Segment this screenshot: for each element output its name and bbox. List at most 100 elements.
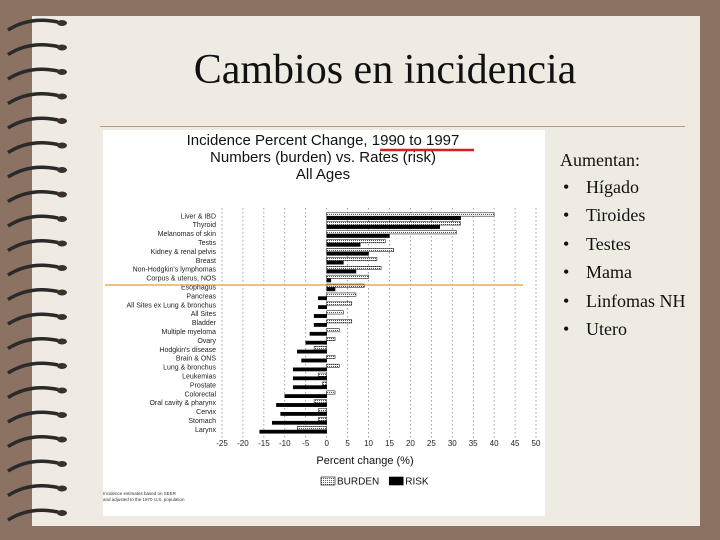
ring	[7, 43, 59, 56]
ring-hole	[57, 363, 67, 369]
bar	[326, 390, 336, 395]
y-tick-label: Kidney & renal pelvis	[151, 249, 217, 256]
bar	[318, 296, 327, 301]
ring-hole	[57, 338, 67, 345]
list-item-text: Mama	[586, 262, 632, 282]
ring-hole	[57, 314, 67, 320]
ring-hole	[57, 44, 67, 51]
bar	[326, 266, 382, 270]
bar	[297, 426, 327, 431]
ring-hole	[57, 289, 67, 296]
chart: Incidence Percent Change, 1990 to 1997 N…	[103, 130, 545, 516]
bullet: •	[563, 205, 570, 225]
x-tick-label: 25	[427, 439, 436, 448]
footnote: Incidence estimates based on SEER	[103, 491, 177, 496]
x-tick-label: -15	[258, 439, 270, 448]
bar	[322, 381, 327, 386]
x-tick-label: 35	[469, 439, 478, 448]
y-tick-label: Ovary	[197, 338, 216, 345]
ring	[7, 435, 59, 448]
bullet: •	[563, 290, 570, 311]
ring	[7, 484, 59, 497]
list-item: • Utero	[560, 317, 710, 341]
list-item: • Hígado	[560, 175, 710, 199]
ring	[7, 337, 59, 350]
ring	[7, 263, 59, 277]
bar	[318, 417, 327, 422]
y-tick-label: Non-Hodgkin's lymphomas	[133, 267, 217, 274]
bar	[326, 251, 369, 256]
ring	[7, 18, 59, 32]
ring-hole	[57, 485, 67, 492]
bar	[326, 239, 386, 244]
slide-title: Cambios en incidencia	[193, 47, 577, 93]
ring-hole	[57, 436, 67, 443]
bar	[284, 394, 327, 399]
ring	[7, 214, 59, 228]
list-item: • Linfomas NH	[560, 289, 710, 313]
ring-hole	[57, 240, 67, 247]
y-tick-label: Lung & bronchus	[163, 365, 216, 372]
chart-subtitle: Numbers (burden) vs. Rates (risk)	[210, 149, 436, 166]
y-tick-label: Prostate	[190, 382, 216, 389]
x-tick-label: 45	[511, 439, 520, 448]
legend-swatch	[320, 476, 336, 486]
list-item-text: Utero	[586, 319, 627, 339]
list-item-text: Tiroides	[586, 205, 646, 225]
bar	[326, 283, 365, 288]
ring-hole	[57, 118, 67, 124]
bar	[318, 408, 327, 413]
bar	[326, 278, 332, 283]
ring-hole	[57, 265, 67, 271]
bar	[326, 221, 461, 226]
spiral-binding	[7, 18, 67, 522]
bar	[301, 358, 327, 363]
legend-label: BURDEN	[337, 477, 379, 488]
y-tick-label: Hodgkin's disease	[159, 347, 216, 354]
ring	[7, 459, 59, 473]
list-heading: Aumentan:	[560, 150, 640, 170]
bar	[326, 212, 495, 217]
bar	[280, 412, 327, 416]
bullet-list: Aumentan: • Hígado • Tiroides • Testes • Mama • L…	[560, 146, 710, 346]
ring-hole	[57, 412, 67, 418]
bar	[292, 367, 327, 372]
ring-hole	[57, 216, 67, 222]
bar	[326, 337, 336, 341]
bar	[326, 269, 357, 274]
ring	[7, 508, 59, 522]
ring	[7, 410, 59, 424]
ring-hole	[57, 167, 67, 173]
bar	[305, 340, 327, 345]
x-tick-label: -5	[302, 439, 310, 448]
y-tick-label: Cervix	[196, 409, 216, 416]
y-tick-label: All Sites	[191, 311, 217, 318]
y-tick-label: Colorectal	[184, 391, 216, 398]
y-tick-label: Bladder	[192, 320, 217, 327]
ring	[7, 141, 59, 154]
x-tick-label: 50	[532, 439, 541, 448]
y-tick-label: Esophagus	[181, 284, 217, 291]
bar	[309, 331, 327, 336]
bar	[326, 248, 394, 252]
bar	[326, 287, 336, 292]
ring-hole	[57, 142, 67, 149]
title-rule	[100, 126, 685, 127]
x-tick-label: -25	[216, 439, 228, 448]
y-tick-label: Pancreas	[186, 293, 216, 300]
bar	[326, 355, 336, 359]
list-item-text: Testes	[586, 233, 631, 254]
list-item-text: Linfomas NH	[586, 290, 686, 311]
bar	[326, 230, 457, 235]
bullet: •	[563, 233, 570, 254]
bar	[326, 319, 353, 324]
bar	[313, 399, 327, 404]
y-tick-label: Oral cavity & pharynx	[149, 400, 216, 407]
ring-hole	[57, 20, 67, 26]
y-tick-label: Melanomas of skin	[158, 231, 216, 238]
bar	[326, 234, 390, 238]
bar	[297, 349, 327, 354]
bar	[259, 429, 327, 434]
bullet: •	[563, 262, 570, 282]
